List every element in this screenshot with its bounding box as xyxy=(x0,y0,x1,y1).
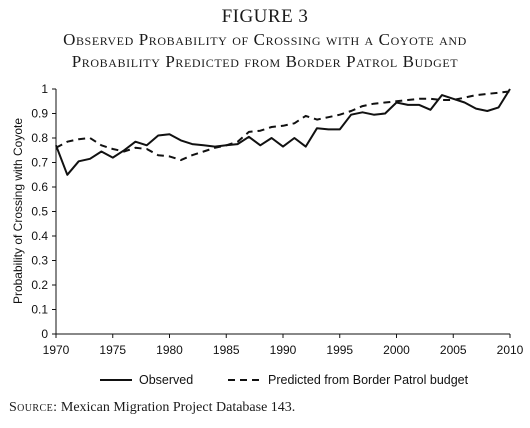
y-tick-label: 1 xyxy=(41,82,48,96)
y-tick-label: 0.6 xyxy=(31,180,48,194)
y-tick-label: 0.1 xyxy=(31,303,48,317)
figure-title-line1: Observed Probability of Crossing with a … xyxy=(63,30,467,49)
x-tick-label: 2010 xyxy=(497,343,524,357)
source-text: Mexican Migration Project Database 143. xyxy=(60,400,296,415)
chart-legend: Observed Predicted from Border Patrol bu… xyxy=(100,373,469,387)
legend-label-observed: Observed xyxy=(139,373,193,387)
x-tick-label: 1995 xyxy=(326,343,353,357)
x-tick-label: 1970 xyxy=(43,343,70,357)
series-line-observed xyxy=(55,88,511,176)
chart-axes: 1970 1975 1980 1985 1990 1995 2000 2005 2010 0 0.1… xyxy=(31,82,523,357)
chart-series xyxy=(55,88,511,176)
legend-label-predicted: Predicted from Border Patrol budget xyxy=(268,373,469,387)
figure-label: FIGURE 3 xyxy=(221,6,309,27)
y-tick-label: 0.7 xyxy=(31,156,48,170)
y-tick-label: 0.4 xyxy=(31,229,48,243)
y-tick-label: 0.3 xyxy=(31,254,48,268)
y-tick-label: 0.9 xyxy=(31,107,48,121)
source-note: Source: Mexican Migration Project Databa… xyxy=(9,400,295,416)
x-tick-label: 1980 xyxy=(156,343,183,357)
y-axis-label: Probability of Crossing with Coyote xyxy=(11,118,25,304)
figure-title-line2: Probability Predicted from Border Patrol… xyxy=(71,52,459,71)
x-tick-label: 1985 xyxy=(213,343,240,357)
series-line-predicted xyxy=(55,90,511,162)
x-tick-label: 2005 xyxy=(440,343,467,357)
y-tick-label: 0.8 xyxy=(31,131,48,145)
y-tick-label: 0.5 xyxy=(31,205,48,219)
x-tick-label: 1990 xyxy=(270,343,297,357)
source-label: Source: xyxy=(9,400,58,415)
y-tick-label: 0 xyxy=(41,327,48,341)
x-tick-label: 2000 xyxy=(383,343,410,357)
y-tick-label: 0.2 xyxy=(31,278,48,292)
x-tick-label: 1975 xyxy=(99,343,126,357)
